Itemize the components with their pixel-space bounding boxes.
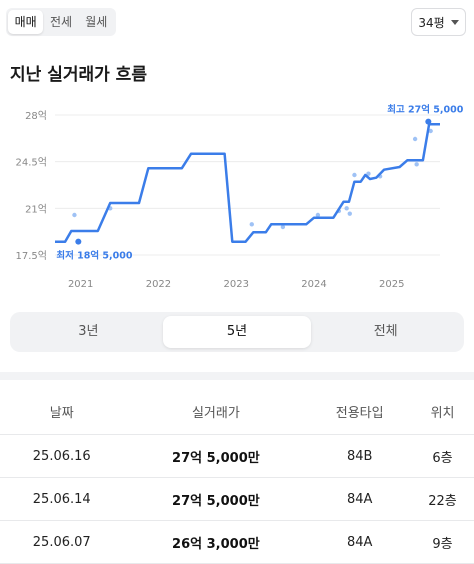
data-point: [315, 212, 321, 218]
tab-5-years[interactable]: 5년: [162, 316, 312, 348]
cell-date: 25.06.16: [0, 434, 124, 478]
chart-points: [72, 128, 433, 230]
cell-date: 25.06.07: [0, 520, 124, 564]
table-row[interactable]: 25.06.16 27억 5,000만 84B 6층: [0, 434, 474, 478]
tab-all[interactable]: 전체: [373, 324, 398, 339]
x-tick-label: 2022: [146, 279, 171, 290]
x-tick-label: 2024: [301, 279, 326, 290]
tab-monthly-rent[interactable]: 월세: [85, 15, 108, 29]
data-point: [428, 128, 433, 134]
y-tick-label: 28억: [25, 110, 47, 122]
cell-type: 84B: [308, 434, 412, 478]
data-point: [366, 171, 371, 176]
data-point: [344, 206, 349, 211]
table-header-row: 날짜 실거래가 전용타입 위치: [0, 388, 474, 435]
data-point: [249, 222, 254, 227]
x-tick-label: 2021: [68, 279, 93, 290]
period-tabs: 3년 5년 전체: [10, 312, 464, 352]
cell-floor: 9층: [411, 520, 474, 564]
data-point: [347, 211, 352, 216]
header-date: 날짜: [0, 388, 124, 435]
size-select[interactable]: 34평: [411, 8, 466, 36]
x-tick-label: 2023: [223, 279, 248, 290]
header-price: 실거래가: [123, 388, 309, 435]
transactions-table: 날짜 실거래가 전용타입 위치 25.06.16 27억 5,000만 84B …: [0, 388, 474, 564]
tab-3-years[interactable]: 3년: [78, 324, 99, 339]
cell-floor: 22층: [411, 477, 474, 521]
table-row[interactable]: 25.06.14 27억 5,000만 84A 22층: [0, 477, 474, 521]
chart-marks: [75, 118, 432, 245]
cell-type: 84A: [308, 520, 412, 564]
chart-x-axis: 2021 2022 2023 2024 2025: [68, 279, 405, 290]
tab-sale[interactable]: 매매: [8, 10, 44, 34]
price-chart: 28억 24.5억 21억 17.5억 2021 2022 2023 2024 2025 최고…: [16, 104, 464, 290]
cell-price: 27억 5,000만: [123, 434, 309, 478]
cell-floor: 6층: [411, 434, 474, 478]
tab-jeonse[interactable]: 전세: [49, 15, 73, 29]
min-price-label: 최저 18억 5,000: [56, 250, 132, 262]
chart-trend-line: [55, 123, 440, 243]
y-tick-label: 24.5억: [16, 157, 47, 169]
highlight-point: [75, 238, 82, 245]
chart-y-axis: 28억 24.5억 21억 17.5억: [16, 110, 47, 262]
cell-type: 84A: [308, 477, 412, 521]
data-point: [280, 224, 286, 230]
deal-type-tabs: 매매 전세 월세: [6, 8, 116, 36]
header-floor: 위치: [411, 388, 474, 435]
header-type: 전용타입: [308, 388, 412, 435]
max-price-label: 최고 27억 5,000: [387, 104, 463, 116]
chart-annotations: 최고 27억 5,000 최저 18억 5,000: [56, 104, 463, 262]
section-title: 지난 실거래가 흐름: [10, 65, 147, 85]
y-tick-label: 17.5억: [16, 250, 47, 262]
table-row[interactable]: 25.06.07 26억 3,000만 84A 9층: [0, 520, 474, 564]
data-point: [72, 212, 77, 218]
size-select-value: 34평: [418, 15, 445, 30]
data-point: [412, 136, 418, 142]
cell-price: 27억 5,000만: [123, 477, 309, 521]
highlight-point: [425, 118, 432, 125]
data-point: [352, 172, 357, 178]
section-divider: [0, 372, 474, 380]
y-tick-label: 21억: [25, 203, 47, 215]
cell-date: 25.06.14: [0, 477, 124, 521]
chevron-down-icon: [450, 19, 459, 25]
data-point: [414, 162, 419, 167]
x-tick-label: 2025: [379, 279, 404, 290]
chart-grid: [55, 114, 440, 256]
cell-price: 26억 3,000만: [123, 520, 309, 564]
